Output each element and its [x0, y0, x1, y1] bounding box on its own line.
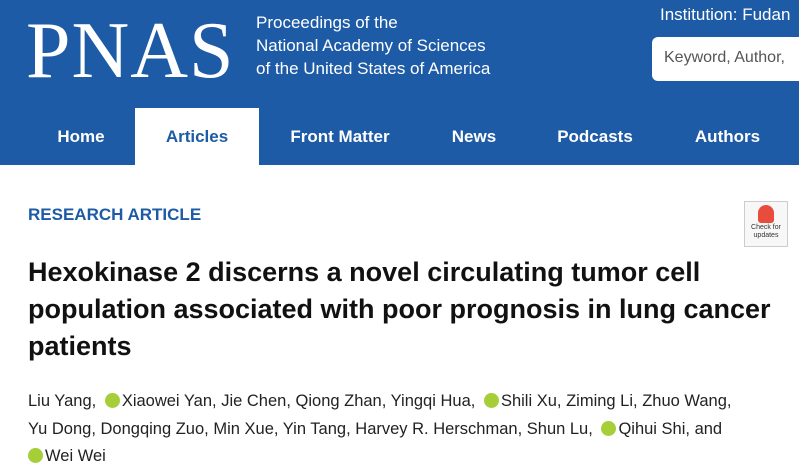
author[interactable]: Yingqi Hua — [390, 392, 471, 410]
author[interactable]: Jie Chen — [221, 392, 287, 410]
title-line: patients — [28, 331, 132, 361]
sep: , — [470, 392, 476, 410]
check-updates[interactable]: Check for updates — [744, 201, 788, 247]
sep: , — [286, 392, 291, 410]
sep: , — [556, 392, 562, 410]
sep: , — [91, 419, 96, 438]
author[interactable]: Liu Yang — [28, 392, 92, 410]
author[interactable]: Zhuo Wang — [642, 392, 727, 410]
nav-tab[interactable]: Authors — [694, 127, 761, 146]
sep: , — [91, 392, 97, 410]
author-list: Liu Yang, Xiaowei Yan, Jie Chen, Qiong Z… — [28, 388, 731, 471]
author[interactable]: Qihui Shi — [618, 419, 686, 438]
author[interactable]: Yu Dong — [28, 419, 92, 438]
sep: , — [346, 419, 351, 438]
article-kind: RESEARCH ARTICLE — [28, 205, 202, 224]
title-line: Hexokinase 2 discerns a novel circulatin… — [28, 257, 701, 287]
sep: , — [381, 392, 387, 410]
author[interactable]: Qiong Zhan — [295, 392, 382, 410]
author[interactable]: Ziming Li — [566, 392, 634, 410]
nav-tab[interactable]: Front Matter — [290, 127, 390, 146]
sep: , — [633, 392, 638, 410]
logo[interactable]: PNAS — [26, 7, 235, 95]
subtitle: Proceedings of the — [256, 13, 398, 32]
title-line: population associated with poor prognosi… — [28, 294, 771, 324]
author[interactable]: Min Xue — [213, 419, 274, 438]
institution: Institution: Fudan — [660, 5, 791, 24]
sep: , — [273, 419, 279, 438]
subtitle: of the United States of America — [256, 59, 491, 78]
badge-text: Check for updates — [751, 224, 781, 239]
sep: , — [726, 392, 732, 410]
conjunction: and — [694, 419, 723, 438]
nav-tab[interactable]: Articles — [135, 108, 259, 165]
author[interactable]: Shili Xu — [500, 392, 557, 410]
header: PNAS Proceedings of the National Academy… — [0, 0, 799, 165]
article-title: Hexokinase 2 discerns a novel circulatin… — [28, 254, 771, 365]
sep: , — [685, 419, 690, 438]
nav-tab[interactable]: News — [451, 127, 497, 146]
search-placeholder: Keyword, Author, — [664, 49, 785, 66]
author[interactable]: Yin Tang — [282, 419, 347, 438]
author[interactable]: Shun Lu — [526, 419, 589, 438]
subtitle: National Academy of Sciences — [256, 36, 486, 55]
author[interactable]: Xiaowei Yan — [121, 392, 213, 410]
author[interactable]: Dongqing Zuo — [100, 419, 205, 438]
nav-tab[interactable]: Home — [57, 127, 105, 146]
nav-bar: Home Articles Front Matter News Podcasts… — [0, 108, 799, 165]
sep: , — [204, 419, 209, 438]
nav-tab[interactable]: Podcasts — [557, 127, 633, 146]
sep: , — [212, 392, 217, 410]
author[interactable]: Harvey R. Herschman — [355, 419, 518, 438]
search-box[interactable]: Keyword, Author, — [652, 37, 799, 81]
author[interactable]: Wei Wei — [45, 447, 106, 465]
sep: , — [517, 419, 523, 438]
sep: , — [588, 419, 593, 438]
